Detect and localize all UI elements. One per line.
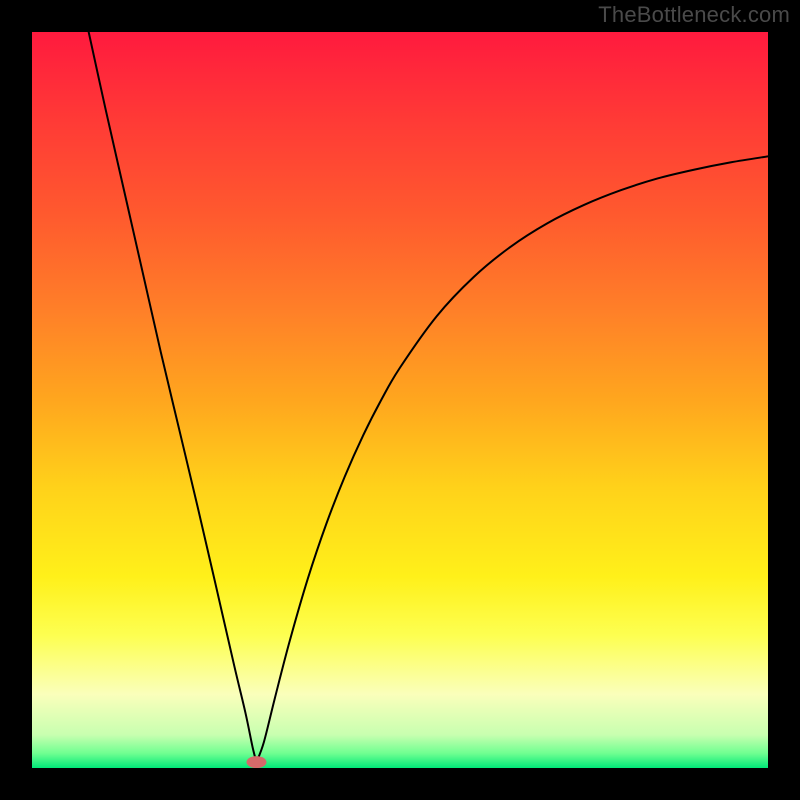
minimum-marker <box>246 756 266 768</box>
plot-background-gradient <box>32 32 768 768</box>
chart-stage: TheBottleneck.com <box>0 0 800 800</box>
bottleneck-curve-chart <box>0 0 800 800</box>
watermark-text: TheBottleneck.com <box>598 2 790 28</box>
